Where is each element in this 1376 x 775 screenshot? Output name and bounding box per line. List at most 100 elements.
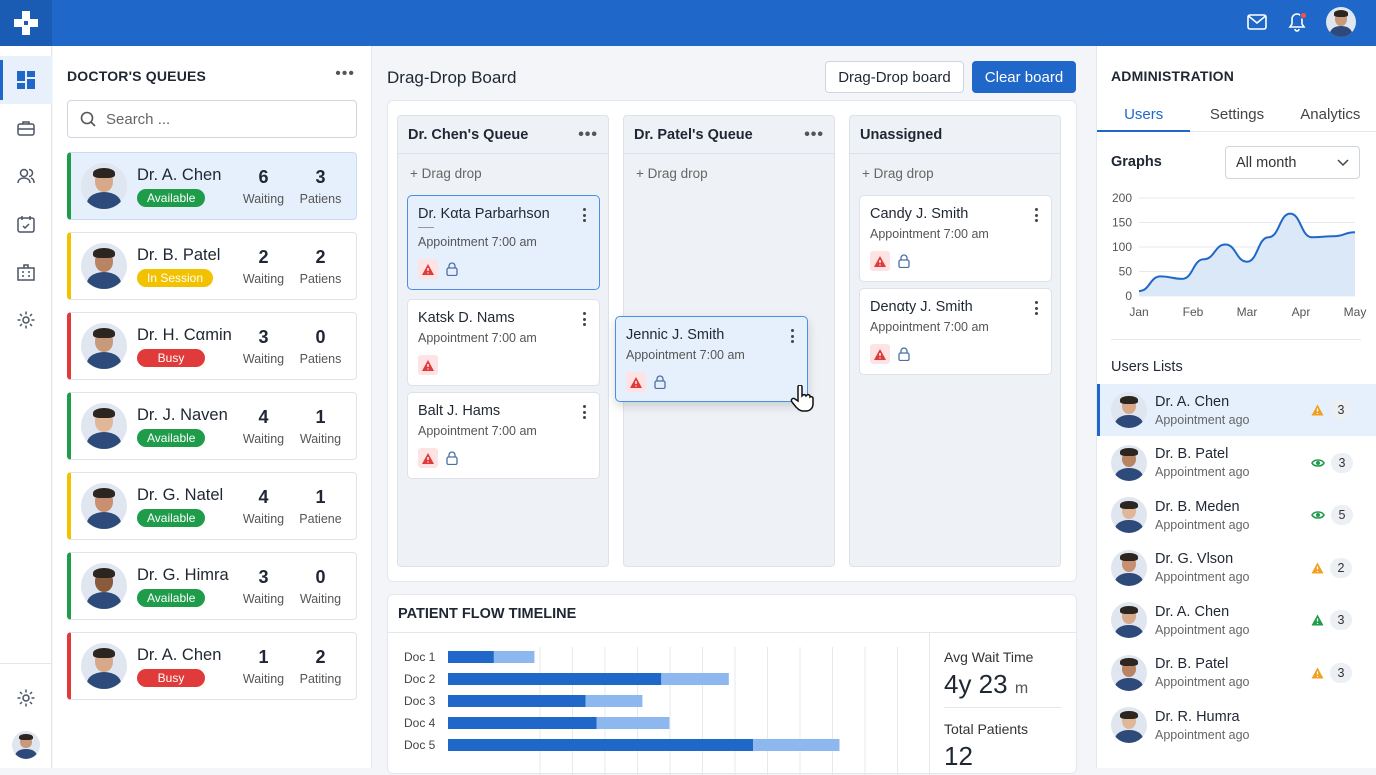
alert-icon xyxy=(626,372,646,392)
nav-cases[interactable] xyxy=(0,104,52,152)
patient-appointment: Appointment 7:00 am xyxy=(418,424,537,438)
range-select[interactable]: All month xyxy=(1225,146,1360,179)
stat-patients-label: Patiens xyxy=(299,191,342,206)
graphs-chart: 0 50 100 150 200 Jan Feb Mar Apr May xyxy=(1112,191,1366,319)
card-menu-icon[interactable] xyxy=(791,329,795,346)
bell-icon[interactable] xyxy=(1286,11,1308,33)
top-bar xyxy=(0,0,1376,46)
doctor-card[interactable]: Dr. J. Naven Available 4 Waiting 1 Waiting xyxy=(67,392,357,460)
nav-settings[interactable] xyxy=(0,296,52,344)
search-placeholder: Search ... xyxy=(106,110,171,128)
patient-card[interactable]: Balt J. Hams Appointment 7:00 am xyxy=(407,392,600,479)
stat-patients-count: 1 xyxy=(315,406,326,427)
user-list-item[interactable]: Dr. B. Patel Appointment ago 3 xyxy=(1097,437,1376,489)
tab-users[interactable]: Users xyxy=(1097,98,1191,132)
y-tick-label: 150 xyxy=(1112,216,1132,230)
x-tick-label: Jan xyxy=(1129,305,1148,319)
doctor-card[interactable]: Dr. G. Natel Available 4 Waiting 1 Patiene xyxy=(67,472,357,540)
nav-dashboard[interactable] xyxy=(0,56,52,104)
alert-icon xyxy=(418,448,438,468)
side-nav xyxy=(0,46,52,768)
administration-panel: ADMINISTRATION Users Settings Analytics … xyxy=(1096,46,1376,768)
user-list-item[interactable]: Dr. A. Chen Appointment ago 3 xyxy=(1097,594,1376,646)
stat-waiting: 4 Waiting xyxy=(235,407,292,446)
stat-patients-label: Patiene xyxy=(299,511,342,526)
doctor-card[interactable]: Dr. B. Patel In Session 2 Waiting 2 Patiens xyxy=(67,232,357,300)
lock-icon xyxy=(654,375,666,389)
doctor-card[interactable]: Dr. H. Cαmin Busy 3 Waiting 0 Patiens xyxy=(67,312,357,380)
mail-icon[interactable] xyxy=(1246,11,1268,33)
stat-patients-count: 0 xyxy=(315,566,326,587)
chart-area-fill xyxy=(1139,213,1355,296)
patient-card[interactable]: Katsk D. Nams Appointment 7:00 am xyxy=(407,299,600,386)
nav-users[interactable] xyxy=(0,152,52,200)
user-name: Dr. A. Chen xyxy=(1155,603,1230,620)
queues-menu-icon[interactable]: ••• xyxy=(335,65,355,82)
stat-waiting-label: Waiting xyxy=(242,431,285,446)
timeline-bar-primary xyxy=(448,717,597,729)
patient-card[interactable]: Candy J. Smith Appointment 7:00 am xyxy=(859,195,1052,282)
user-avatar[interactable] xyxy=(1326,7,1356,37)
drag-drop-zone[interactable]: + Drag drop xyxy=(862,166,934,181)
user-list-item[interactable]: Dr. B. Meden Appointment ago 5 xyxy=(1097,489,1376,541)
doctor-card[interactable]: Dr. A. Chen Busy 1 Waiting 2 Patiting xyxy=(67,632,357,700)
alert-icon xyxy=(870,344,890,364)
tab-analytics[interactable]: Analytics xyxy=(1300,106,1361,123)
stat-patients: 1 Patiene xyxy=(292,487,349,526)
nav-calendar[interactable] xyxy=(0,200,52,248)
patient-card[interactable]: Denαty J. Smith Appointment 7:00 am xyxy=(859,288,1052,375)
patient-flow-timeline: PATIENT FLOW TIMELINE Doc 1 Doc 2 Doc 3 Doc… xyxy=(387,594,1077,775)
status-badge: Available xyxy=(137,188,206,207)
user-subtitle: Appointment ago xyxy=(1155,622,1250,637)
clear-board-button[interactable]: Clear board xyxy=(972,61,1076,93)
y-tick-label: 200 xyxy=(1112,191,1132,205)
nav-profile[interactable] xyxy=(0,722,52,768)
drag-drop-board-button[interactable]: Drag-Drop board xyxy=(825,61,964,93)
gear-icon xyxy=(17,689,35,707)
doctor-card[interactable]: Dr. A. Chen Available 6 Waiting 3 Patiens xyxy=(67,152,357,220)
doctor-avatar xyxy=(81,483,127,529)
card-menu-icon[interactable] xyxy=(583,208,587,225)
user-name: Dr. B. Patel xyxy=(1155,656,1229,672)
search-input[interactable]: Search ... xyxy=(67,100,357,138)
total-patients-label: Total Patients xyxy=(944,721,1029,737)
drag-drop-zone[interactable]: + Drag drop xyxy=(636,166,708,181)
status-badge: Available xyxy=(137,588,206,607)
stat-patients-label: Patiting xyxy=(299,671,342,686)
app-logo[interactable] xyxy=(0,0,52,46)
stat-patients-label: Patiens xyxy=(299,351,342,366)
stat-waiting-label: Waiting xyxy=(242,191,285,206)
column-menu-icon[interactable]: ••• xyxy=(804,125,824,143)
timeline-bar-secondary xyxy=(493,651,535,663)
lock-icon xyxy=(898,347,910,361)
user-list-item[interactable]: Dr. B. Patel Appointment ago 3 xyxy=(1097,647,1376,699)
dragging-patient-card[interactable]: Jennic J. Smith Appointment 7:00 am xyxy=(615,316,808,402)
column-menu-icon[interactable]: ••• xyxy=(578,125,598,143)
user-list-item[interactable]: Dr. G. Vlson Appointment ago 2 xyxy=(1097,542,1376,594)
card-menu-icon[interactable] xyxy=(1035,301,1039,318)
card-menu-icon[interactable] xyxy=(1035,208,1039,225)
stat-waiting-label: Waiting xyxy=(242,591,285,606)
card-menu-icon[interactable] xyxy=(583,312,587,329)
nav-bottom-settings[interactable] xyxy=(0,674,52,722)
stat-patients-label: Waiting xyxy=(299,591,342,606)
status-badge: In Session xyxy=(137,268,214,287)
stat-waiting: 2 Waiting xyxy=(235,247,292,286)
user-list-item[interactable]: Dr. A. Chen Appointment ago 3 xyxy=(1097,384,1376,436)
column-header: Dr. Chen's Queue ••• xyxy=(398,116,608,154)
patient-name: Jennic J. Smith xyxy=(626,327,725,343)
tab-settings[interactable]: Settings xyxy=(1209,106,1265,123)
patient-card[interactable]: Dr. Kαta Parbarhson Appointment 7:00 am xyxy=(407,195,600,290)
doctor-name: Dr. A. Chen xyxy=(137,165,222,184)
nav-facilities[interactable] xyxy=(0,248,52,296)
doctor-card[interactable]: Dr. G. Himra Available 3 Waiting 0 Waiting xyxy=(67,552,357,620)
user-count-badge: 3 xyxy=(1331,452,1353,473)
user-list-item[interactable]: Dr. R. Humra Appointment ago xyxy=(1097,699,1376,751)
warning-icon xyxy=(1311,562,1324,574)
stat-patients-count: 1 xyxy=(315,486,326,507)
card-menu-icon[interactable] xyxy=(583,405,587,422)
stat-patients: 2 Patiens xyxy=(292,247,349,286)
drag-drop-zone[interactable]: + Drag drop xyxy=(410,166,482,181)
medical-cross-icon xyxy=(14,11,38,35)
column-header: Dr. Patel's Queue ••• xyxy=(624,116,834,154)
